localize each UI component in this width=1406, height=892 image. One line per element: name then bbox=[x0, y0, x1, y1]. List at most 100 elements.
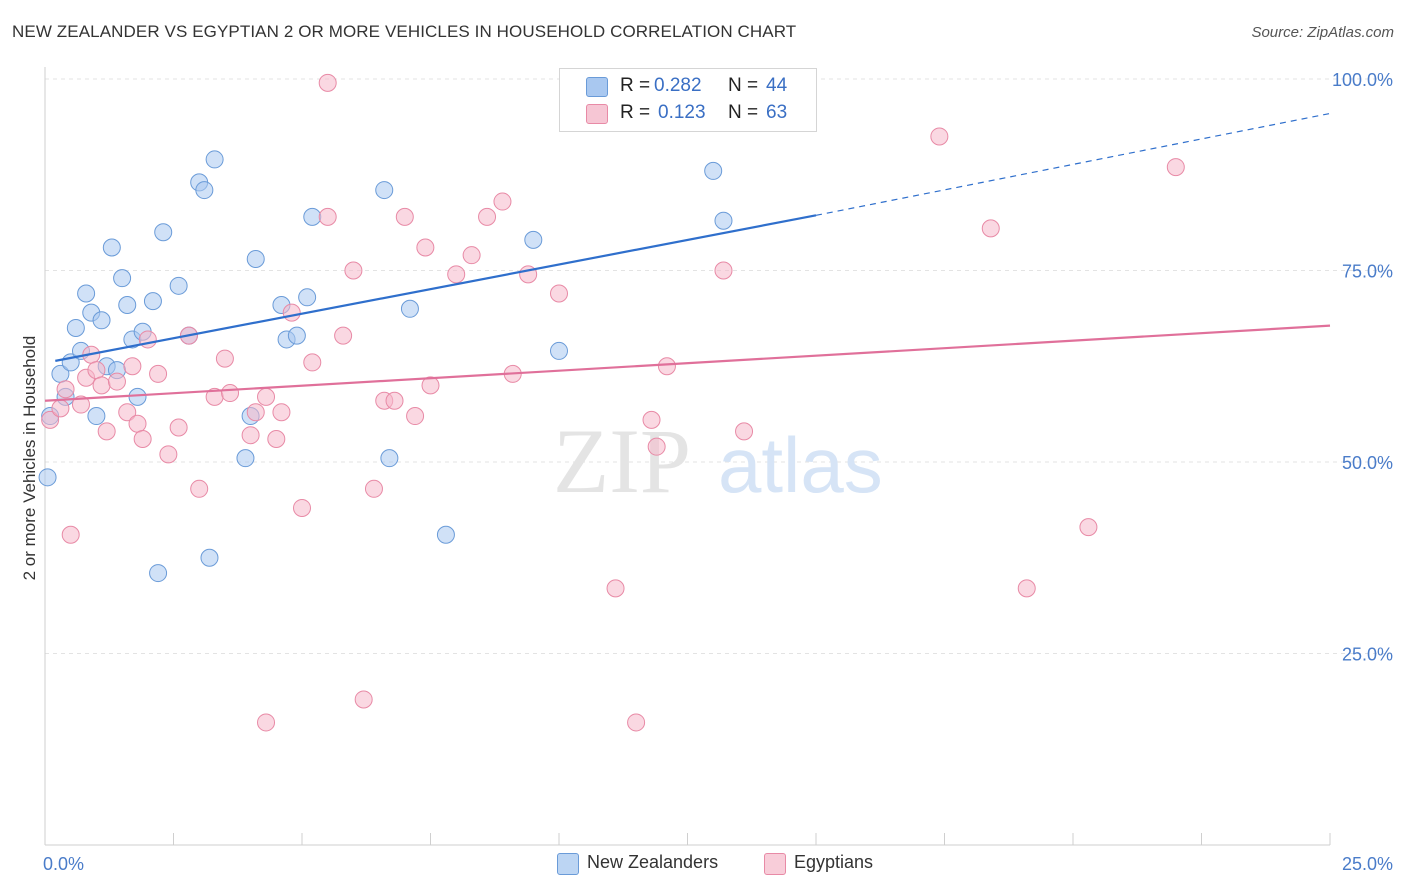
egyptian-point bbox=[272, 403, 291, 422]
new-zealander-point bbox=[113, 269, 132, 288]
egyptian-point bbox=[71, 395, 90, 414]
egyptian-point bbox=[981, 219, 1000, 238]
egyptian-point bbox=[51, 399, 70, 418]
egyptian-point bbox=[395, 207, 414, 226]
egyptian-point bbox=[97, 422, 116, 441]
new-zealander-point bbox=[200, 548, 219, 567]
trend-line-new-zealanders-extension bbox=[815, 112, 1331, 216]
new-zealander-point bbox=[303, 207, 322, 226]
new-zealander-point bbox=[87, 407, 106, 426]
egyptian-point bbox=[61, 525, 80, 544]
watermark-zip: ZIP bbox=[553, 410, 691, 512]
new-zealander-point bbox=[246, 250, 265, 269]
trend-line-egyptians bbox=[44, 324, 1331, 402]
legend-n-label: N = bbox=[728, 102, 759, 123]
legend-swatch-egyptians bbox=[586, 104, 608, 124]
egyptian-point bbox=[133, 430, 152, 449]
egyptian-point bbox=[657, 357, 676, 376]
new-zealander-point bbox=[436, 525, 455, 544]
new-zealander-point bbox=[205, 150, 224, 169]
new-zealander-point bbox=[380, 449, 399, 468]
egyptian-point bbox=[87, 361, 106, 380]
egyptian-point bbox=[303, 353, 322, 372]
egyptian-point bbox=[190, 479, 209, 498]
egyptian-point bbox=[478, 207, 497, 226]
egyptian-point bbox=[421, 376, 440, 395]
legend-r-value: 0.282 bbox=[654, 75, 702, 96]
source-label: Source: ZipAtlas.com bbox=[1251, 24, 1394, 41]
egyptian-point bbox=[550, 284, 568, 303]
egyptian-point bbox=[241, 426, 260, 445]
new-zealander-point bbox=[195, 181, 214, 200]
new-zealander-point bbox=[169, 276, 188, 295]
egyptian-point bbox=[118, 403, 137, 422]
legend-r-label: R = bbox=[620, 102, 651, 123]
egyptian-point bbox=[128, 414, 147, 433]
egyptian-point bbox=[462, 246, 481, 265]
x-tick-label: 25.0% bbox=[1342, 854, 1393, 874]
egyptian-point bbox=[1017, 579, 1036, 598]
legend-swatch bbox=[764, 853, 786, 875]
y-tick-label: 75.0% bbox=[1342, 262, 1393, 282]
egyptian-point bbox=[385, 391, 404, 410]
egyptian-point bbox=[1166, 158, 1185, 177]
egyptian-point bbox=[107, 372, 126, 391]
egyptian-point bbox=[282, 303, 301, 322]
egyptian-point bbox=[714, 261, 733, 280]
chart-title: NEW ZEALANDER VS EGYPTIAN 2 OR MORE VEHI… bbox=[12, 22, 797, 41]
egyptian-point bbox=[215, 349, 234, 368]
egyptian-point bbox=[364, 479, 383, 498]
new-zealander-point bbox=[66, 318, 85, 337]
legend-label: Egyptians bbox=[794, 852, 874, 872]
y-tick-label: 50.0% bbox=[1342, 453, 1393, 473]
egyptian-point bbox=[318, 207, 337, 226]
egyptian-point bbox=[159, 445, 178, 464]
y-tick-label: 100.0% bbox=[1332, 70, 1393, 90]
egyptian-point bbox=[41, 410, 60, 429]
legend-n-value: 44 bbox=[766, 75, 788, 96]
egyptian-point bbox=[318, 73, 337, 92]
egyptian-point bbox=[221, 384, 240, 403]
new-zealander-point bbox=[38, 468, 57, 487]
y-tick-label: 25.0% bbox=[1342, 645, 1393, 665]
egyptian-point bbox=[1079, 518, 1098, 537]
egyptian-point bbox=[123, 357, 142, 376]
egyptian-point bbox=[647, 437, 666, 456]
egyptian-point bbox=[267, 430, 286, 449]
egyptian-point bbox=[416, 238, 435, 257]
new-zealander-point bbox=[118, 295, 137, 314]
egyptian-point bbox=[447, 265, 466, 284]
legend-r-label: R = bbox=[620, 75, 651, 96]
new-zealander-point bbox=[550, 341, 568, 360]
axes bbox=[44, 67, 1331, 846]
egyptian-point bbox=[642, 410, 661, 429]
egyptian-point bbox=[493, 192, 512, 211]
legend-swatch-new-zealanders bbox=[586, 77, 608, 97]
egyptian-point bbox=[354, 690, 373, 709]
egyptian-point bbox=[149, 364, 168, 383]
legend-swatch bbox=[557, 853, 579, 875]
new-zealander-point bbox=[149, 564, 168, 583]
legend-label: New Zealanders bbox=[587, 852, 719, 872]
new-zealander-point bbox=[524, 230, 543, 249]
egyptian-point bbox=[293, 498, 311, 517]
egyptian-point bbox=[169, 418, 188, 437]
egyptian-point bbox=[344, 261, 363, 280]
egyptian-point bbox=[930, 127, 949, 146]
data-points bbox=[38, 73, 1185, 732]
new-zealander-point bbox=[236, 449, 255, 468]
egyptian-point bbox=[606, 579, 625, 598]
new-zealander-point bbox=[287, 326, 306, 345]
legend-n-label: N = bbox=[728, 75, 759, 96]
new-zealander-point bbox=[704, 161, 723, 180]
egyptian-point bbox=[92, 376, 111, 395]
new-zealander-point bbox=[143, 292, 162, 311]
new-zealander-point bbox=[102, 238, 121, 257]
egyptian-point bbox=[246, 403, 265, 422]
new-zealander-point bbox=[154, 223, 173, 242]
egyptian-point bbox=[735, 422, 754, 441]
egyptian-point bbox=[406, 407, 425, 426]
new-zealander-point bbox=[128, 387, 147, 406]
trend-lines bbox=[44, 112, 1331, 402]
